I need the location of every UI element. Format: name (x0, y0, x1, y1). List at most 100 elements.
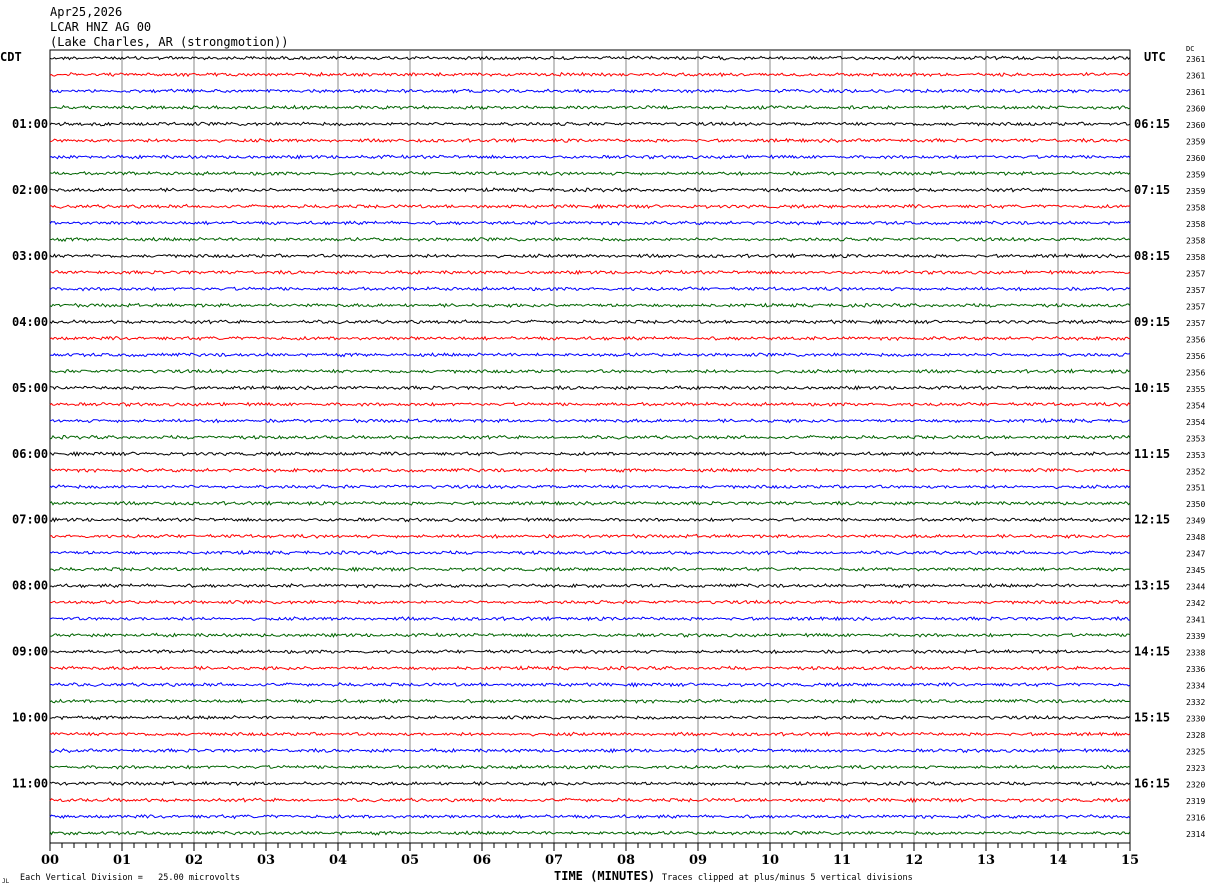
trace-row-15 (49, 302, 1131, 309)
dc-value: 2338 (1186, 649, 1205, 658)
x-tick-label: 08 (617, 853, 635, 868)
dc-value: 2341 (1186, 616, 1205, 625)
x-tick-label: 14 (1049, 853, 1067, 868)
dc-value: 2349 (1186, 517, 1205, 526)
trace-row-2 (49, 88, 1130, 94)
trace-row-44 (49, 780, 1131, 787)
x-tick-label: 13 (977, 853, 995, 868)
x-tick-label: 15 (1121, 853, 1139, 868)
dc-value: 2334 (1186, 682, 1205, 691)
dc-value: 2354 (1186, 401, 1205, 410)
trace-row-32 (49, 582, 1131, 589)
cdt-hour-label: 06:00 (12, 447, 48, 461)
dc-value: 2353 (1186, 451, 1205, 460)
dc-value: 2361 (1186, 88, 1205, 97)
trace-row-42 (49, 747, 1131, 754)
x-tick-label: 00 (41, 853, 59, 868)
trace-row-24 (49, 451, 1131, 457)
dc-value: 2360 (1186, 154, 1205, 163)
trace-row-41 (49, 731, 1131, 737)
cdt-hour-label: 03:00 (12, 249, 48, 263)
dc-value: 2314 (1186, 830, 1205, 839)
trace-row-20 (49, 384, 1131, 391)
utc-hour-label: 09:15 (1134, 315, 1170, 329)
trace-row-16 (49, 319, 1131, 325)
utc-hour-label: 16:15 (1134, 777, 1170, 791)
dc-header: DC (1186, 45, 1194, 53)
dc-value: 2316 (1186, 814, 1205, 823)
dc-value: 2348 (1186, 533, 1205, 542)
x-tick-label: 02 (185, 853, 203, 868)
dc-value: 2361 (1186, 71, 1205, 80)
trace-row-0 (49, 55, 1131, 61)
cdt-hour-label: 01:00 (12, 117, 48, 131)
x-tick-label: 06 (473, 853, 491, 868)
cdt-hour-label: 11:00 (12, 777, 48, 791)
cdt-hour-label: 08:00 (12, 579, 48, 593)
x-tick-label: 10 (761, 853, 779, 868)
trace-row-34 (49, 615, 1131, 622)
trace-row-25 (49, 467, 1131, 473)
trace-row-9 (49, 203, 1131, 210)
dc-value: 2359 (1186, 137, 1205, 146)
title-location: (Lake Charles, AR (strongmotion)) (50, 35, 288, 49)
trace-row-6 (49, 154, 1131, 160)
trace-row-29 (49, 533, 1131, 539)
dc-value: 2355 (1186, 385, 1205, 394)
trace-row-31 (49, 566, 1131, 573)
x-tick-label: 11 (833, 853, 851, 868)
right-timezone-label: UTC (1144, 50, 1166, 64)
dc-value: 2336 (1186, 665, 1205, 674)
time-labels: 2361 2361 2361 2360 2360 2359 2360 2359 2359 2358… (12, 55, 1205, 839)
x-tick-label: 03 (257, 853, 275, 868)
trace-row-28 (49, 517, 1131, 523)
dc-value: 2325 (1186, 748, 1205, 757)
dc-value: 2352 (1186, 467, 1205, 476)
dc-value: 2356 (1186, 368, 1205, 377)
trace-row-23 (49, 434, 1131, 440)
trace-row-27 (49, 500, 1131, 506)
trace-row-14 (49, 286, 1131, 292)
dc-value: 2360 (1186, 104, 1205, 113)
cdt-hour-label: 02:00 (12, 183, 48, 197)
x-tick-label: 12 (905, 853, 923, 868)
cdt-hour-label: 04:00 (12, 315, 48, 329)
dc-value: 2342 (1186, 599, 1205, 608)
dc-value: 2328 (1186, 731, 1205, 740)
dc-value: 2353 (1186, 434, 1205, 443)
left-timezone-label: CDT (0, 50, 22, 64)
trace-row-37 (49, 665, 1131, 671)
corner-logo: JL (2, 878, 10, 885)
dc-value: 2359 (1186, 170, 1205, 179)
trace-row-8 (49, 187, 1131, 193)
dc-value: 2360 (1186, 121, 1205, 130)
trace-row-18 (49, 352, 1131, 358)
dc-value: 2332 (1186, 698, 1205, 707)
utc-hour-label: 14:15 (1134, 645, 1170, 659)
trace-row-47 (49, 830, 1131, 836)
dc-value: 2358 (1186, 203, 1205, 212)
title-station: LCAR HNZ AG 00 (50, 20, 151, 34)
trace-row-30 (49, 549, 1131, 556)
trace-row-40 (49, 714, 1131, 721)
utc-hour-label: 06:15 (1134, 117, 1170, 131)
trace-row-38 (50, 681, 1131, 688)
x-tick-label: 01 (113, 853, 131, 868)
trace-row-39 (49, 698, 1131, 704)
dc-value: 2359 (1186, 187, 1205, 196)
utc-hour-label: 12:15 (1134, 513, 1170, 527)
dc-value: 2320 (1186, 781, 1205, 790)
utc-hour-label: 10:15 (1134, 381, 1170, 395)
utc-hour-label: 15:15 (1134, 711, 1170, 725)
plot-frame (49, 49, 1131, 844)
dc-value: 2319 (1186, 797, 1205, 806)
trace-row-5 (49, 137, 1131, 144)
dc-value: 2358 (1186, 236, 1205, 245)
trace-row-33 (49, 599, 1131, 605)
traces (49, 55, 1131, 836)
dc-value: 2361 (1186, 55, 1205, 64)
dc-value: 2356 (1186, 335, 1205, 344)
dc-value: 2339 (1186, 632, 1205, 641)
dc-value: 2357 (1186, 302, 1205, 311)
